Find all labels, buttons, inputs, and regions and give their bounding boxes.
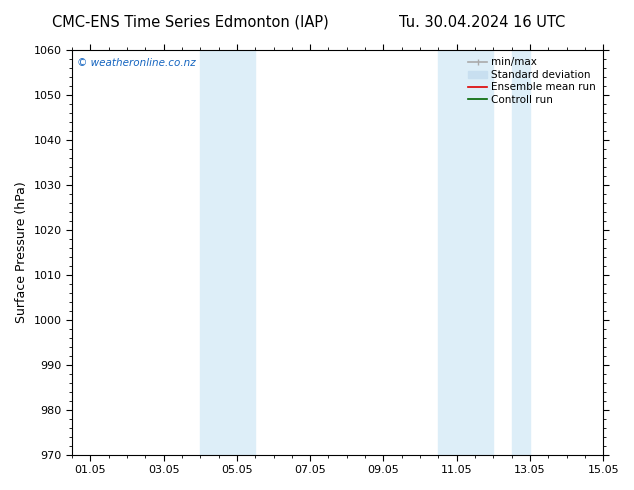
Text: CMC-ENS Time Series Edmonton (IAP): CMC-ENS Time Series Edmonton (IAP) [52,15,328,30]
Bar [512,50,530,455]
Text: Tu. 30.04.2024 16 UTC: Tu. 30.04.2024 16 UTC [399,15,565,30]
Y-axis label: Surface Pressure (hPa): Surface Pressure (hPa) [15,181,28,323]
Text: © weatheronline.co.nz: © weatheronline.co.nz [77,58,196,68]
Legend: min/max, Standard deviation, Ensemble mean run, Controll run: min/max, Standard deviation, Ensemble me… [466,55,598,107]
Bar [438,50,493,455]
Bar [200,50,256,455]
